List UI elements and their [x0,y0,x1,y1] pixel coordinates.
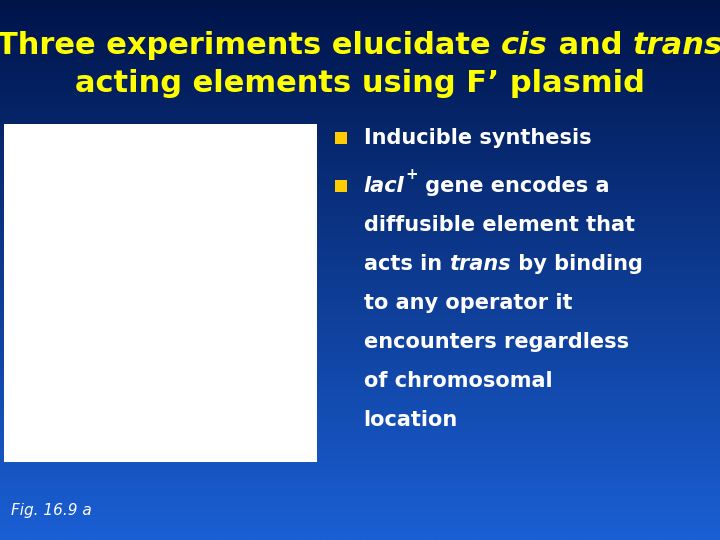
Text: Inducible synthesis: Inducible synthesis [364,127,591,148]
Text: of chromosomal: of chromosomal [364,370,552,391]
Text: location: location [364,409,458,430]
Text: diffusible element that: diffusible element that [364,215,634,235]
Text: trans: trans [633,31,720,60]
Bar [335,132,347,144]
Text: gene encodes a: gene encodes a [418,176,609,197]
Text: Three experiments elucidate: Three experiments elucidate [0,31,501,60]
Text: trans: trans [449,254,510,274]
Text: by binding: by binding [510,254,642,274]
Text: acts in: acts in [364,254,449,274]
Text: lacI: lacI [364,176,405,197]
Text: cis: cis [501,31,548,60]
Text: Fig. 16.9 a: Fig. 16.9 a [11,503,91,518]
Text: to any operator it: to any operator it [364,293,572,313]
Bar [335,180,347,192]
Text: +: + [405,167,418,182]
Text: encounters regardless: encounters regardless [364,332,629,352]
Text: and: and [548,31,633,60]
Text: acting elements using F’ plasmid: acting elements using F’ plasmid [75,69,645,98]
Bar [4,124,317,462]
